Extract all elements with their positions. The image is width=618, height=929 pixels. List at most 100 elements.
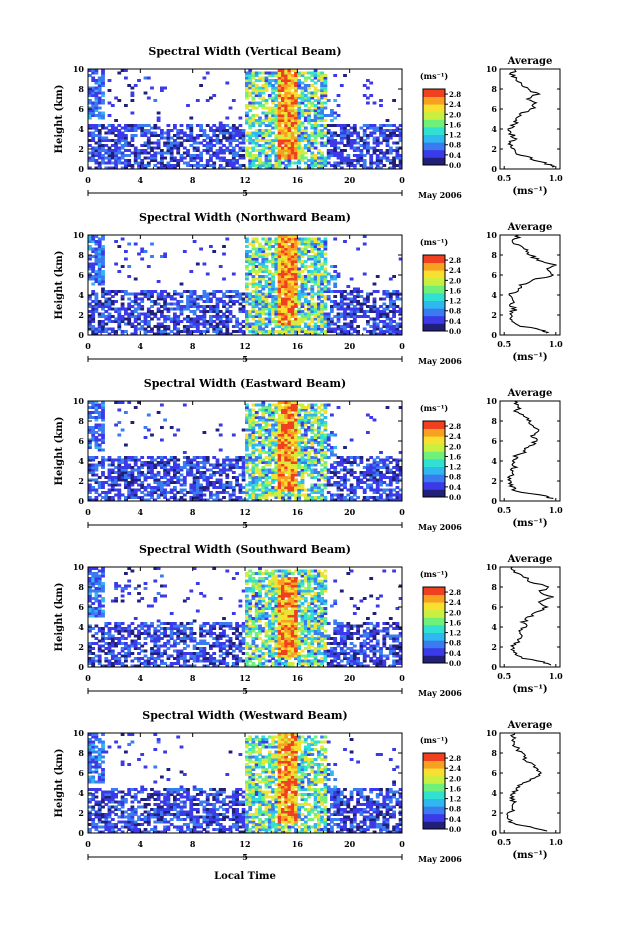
colorbar-segment (423, 775, 445, 784)
heatmap-cells (88, 733, 403, 834)
colorbar-tick-label: 1.2 (449, 795, 461, 804)
colorbar-segment (423, 791, 445, 799)
colorbar-segment (423, 300, 445, 309)
colorbar-frame (422, 586, 446, 664)
heatmap-cells (88, 69, 403, 170)
colorbar-segment (423, 270, 445, 279)
x-tick-label: 16 (292, 507, 304, 517)
colorbar-segment (423, 451, 445, 460)
colorbar-tick-label: 1.2 (449, 297, 461, 306)
colorbar-tick-label: 0.8 (449, 639, 461, 648)
y-tick-label: 6 (78, 768, 84, 778)
colorbar-tick-label: 1.6 (449, 618, 461, 627)
y-tick-label: 8 (78, 748, 84, 758)
average-x-tick-label: 0.5 (497, 339, 511, 349)
x-tick-label: 0 (399, 839, 405, 849)
average-y-tick-label: 10 (486, 562, 498, 572)
average-y-tick-label: 8 (491, 582, 497, 592)
colorbar-segment (423, 436, 445, 445)
y-axis-label: Height (km) (54, 251, 65, 320)
average-x-tick-label: 0.5 (497, 837, 511, 847)
average-y-tick-label: 6 (491, 436, 497, 446)
y-tick-label: 10 (73, 64, 85, 74)
colorbar-tick-label: 0.4 (449, 151, 461, 160)
colorbar-segment (423, 632, 445, 641)
colorbar-tick-label: 2.0 (449, 608, 461, 617)
average-y-tick-label: 0 (491, 662, 497, 672)
colorbar-segment (423, 760, 445, 769)
average-y-tick-label: 6 (491, 270, 497, 280)
x-tick-label: 12 (239, 839, 250, 849)
colorbar-tick-label: 0.4 (449, 483, 461, 492)
y-tick-label: 10 (73, 230, 85, 240)
date-day-label: 5 (242, 188, 248, 198)
average-y-tick-label: 6 (491, 602, 497, 612)
colorbar-segment (423, 89, 445, 97)
colorbar-tick-label: 0.0 (449, 825, 461, 834)
x-tick-label: 8 (190, 175, 196, 185)
colorbar-segment (423, 594, 445, 603)
average-x-tick-label: 0.5 (497, 173, 511, 183)
colorbar-tick-label: 1.6 (449, 452, 461, 461)
average-x-tick-label: 0.5 (497, 671, 511, 681)
x-tick-label: 0 (85, 673, 91, 683)
heatmap-cells (88, 401, 403, 502)
colorbar-segment (423, 459, 445, 467)
y-tick-label: 0 (78, 828, 84, 838)
average-profile-line (508, 234, 557, 334)
colorbar-segment (423, 421, 445, 429)
colorbar-segment (423, 315, 445, 324)
average-y-tick-label: 2 (491, 642, 497, 652)
average-y-tick-label: 0 (491, 330, 497, 340)
colorbar-segment (423, 466, 445, 475)
x-tick-label: 4 (138, 175, 144, 185)
average-y-tick-label: 0 (491, 496, 497, 506)
y-tick-label: 4 (78, 290, 84, 300)
y-axis-label: Height (km) (54, 417, 65, 486)
colorbar-frame (422, 254, 446, 332)
colorbar-segment (423, 813, 445, 822)
y-tick-label: 0 (78, 662, 84, 672)
average-frame (499, 68, 561, 170)
average-y-tick-label: 10 (486, 728, 498, 738)
y-tick-label: 2 (78, 144, 84, 154)
x-tick-label: 0 (85, 507, 91, 517)
average-profile-line (506, 733, 548, 832)
colorbar-tick-label: 0.8 (449, 805, 461, 814)
colorbar-tick-label: 2.4 (449, 266, 461, 275)
average-y-tick-label: 10 (486, 396, 498, 406)
x-tick-label: 12 (239, 341, 250, 351)
average-frame (499, 732, 561, 834)
colorbar-tick-label: 2.4 (449, 100, 461, 109)
colorbar-segment (423, 277, 445, 286)
x-tick-label: 0 (399, 175, 405, 185)
y-tick-label: 8 (78, 582, 84, 592)
panel-title: Spectral Width (Westward Beam) (142, 709, 347, 722)
colorbar-segment (423, 783, 445, 792)
average-y-tick-label: 6 (491, 104, 497, 114)
colorbar-segment (423, 127, 445, 135)
average-x-tick-label: 1.0 (549, 339, 563, 349)
colorbar-tick-label: 1.6 (449, 120, 461, 129)
x-tick-label: 8 (190, 673, 196, 683)
colorbar-segment (423, 134, 445, 143)
average-title: Average (507, 720, 553, 731)
colorbar-segment (423, 768, 445, 777)
average-frame (499, 234, 561, 336)
colorbar-tick-label: 1.6 (449, 286, 461, 295)
colorbar-segment (423, 104, 445, 113)
colorbar-tick-label: 0.4 (449, 815, 461, 824)
colorbar-tick-label: 0.4 (449, 649, 461, 658)
colorbar-tick-label: 1.2 (449, 131, 461, 140)
x-tick-label: 20 (344, 673, 356, 683)
x-tick-label: 16 (292, 175, 304, 185)
colorbar-segment (423, 149, 445, 158)
average-title: Average (507, 554, 553, 565)
y-tick-label: 8 (78, 416, 84, 426)
colorbar-segment (423, 428, 445, 437)
x-tick-label: 8 (190, 507, 196, 517)
panel-1: Spectral Width (Vertical Beam) 0 2 4 6 8 10 Hei… (54, 45, 563, 200)
colorbar-frame (422, 420, 446, 498)
x-tick-label: 4 (138, 341, 144, 351)
x-tick-label: 0 (399, 673, 405, 683)
